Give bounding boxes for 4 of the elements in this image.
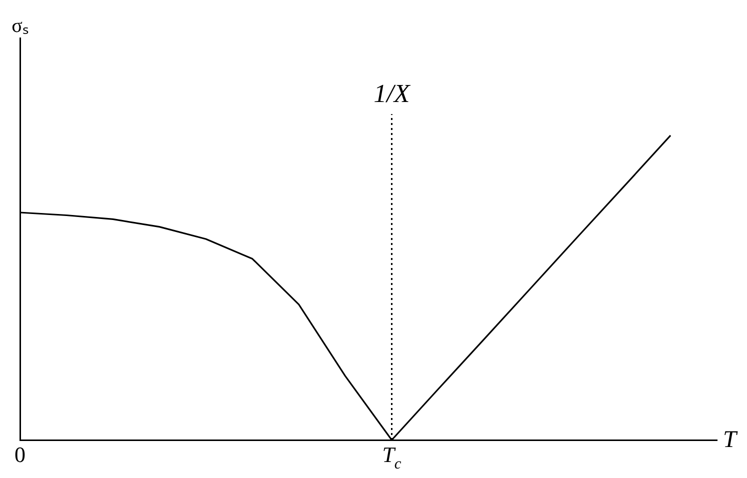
y-axis-title: σₛ [12,15,28,37]
x-tick-label: 0 [14,442,26,467]
ref-line-label: 1/X [374,79,411,108]
x-axis-title: T [723,427,738,453]
